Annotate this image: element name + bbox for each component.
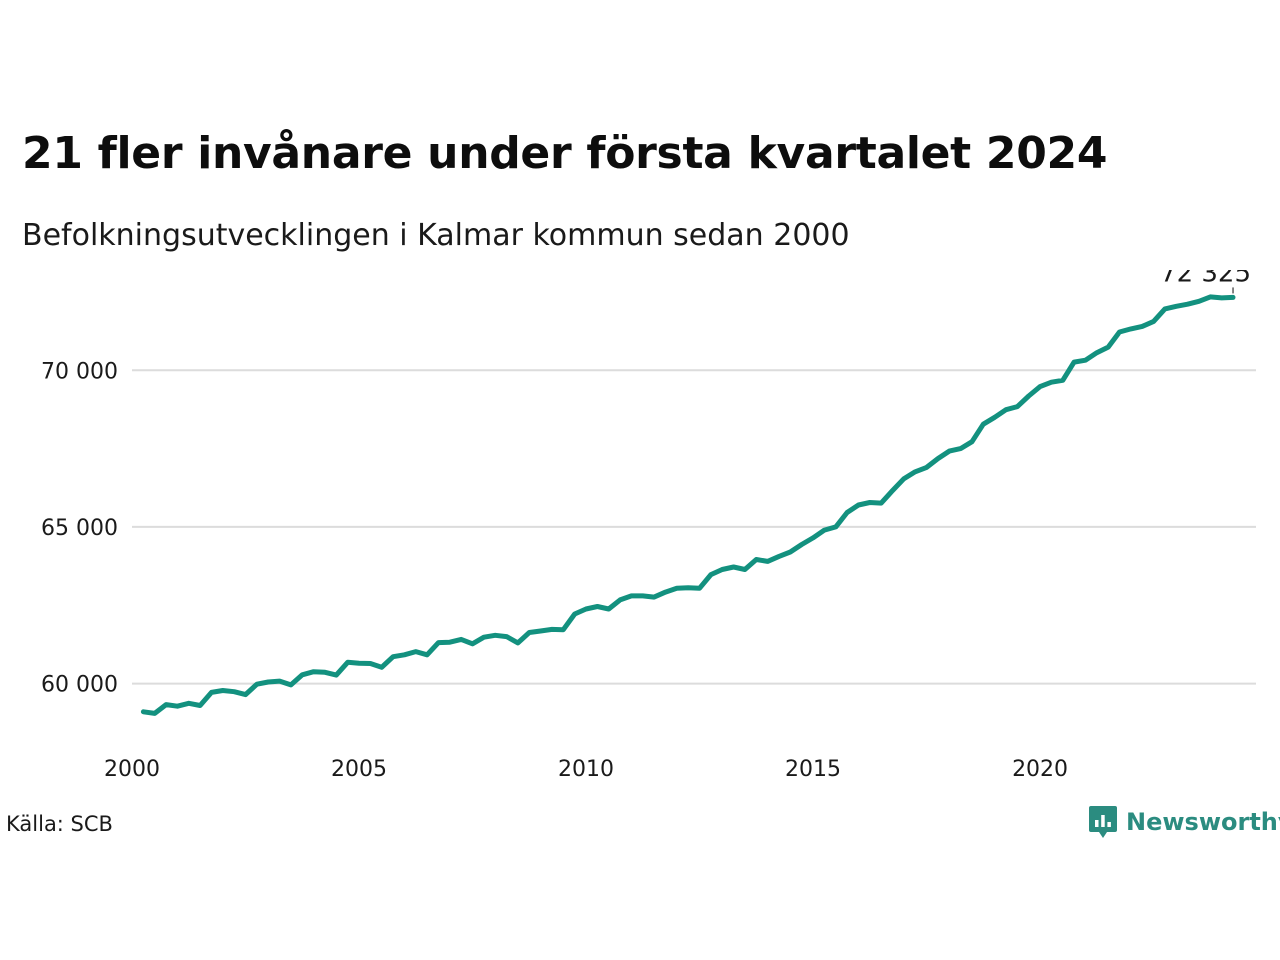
x-tick-label: 2000 — [104, 757, 160, 782]
x-tick-label: 2020 — [1012, 757, 1068, 782]
y-tick-label: 65 000 — [41, 516, 118, 541]
y-tick-label: 70 000 — [41, 359, 118, 384]
end-value-label: 72 325 — [1160, 270, 1251, 288]
brand-name: Newsworthy — [1126, 808, 1280, 836]
y-tick-label: 60 000 — [41, 673, 118, 698]
x-axis-ticks: 2000 2005 2010 2015 2020 — [104, 757, 1068, 782]
chart-subtitle: Befolkningsutvecklingen i Kalmar kommun … — [22, 218, 850, 253]
brand-logo: Newsworthy — [1088, 804, 1280, 840]
x-tick-label: 2005 — [331, 757, 387, 782]
x-tick-label: 2015 — [785, 757, 841, 782]
x-tick-label: 2010 — [558, 757, 614, 782]
source-note: Källa: SCB — [6, 812, 113, 836]
population-series-line — [140, 294, 1236, 716]
chart-title: 21 fler invånare under första kvartalet … — [22, 128, 1108, 179]
y-axis-ticks: 60 000 65 000 70 000 — [41, 359, 118, 697]
gridlines — [132, 369, 1256, 685]
newsworthy-chart-bubble-icon — [1089, 806, 1117, 838]
